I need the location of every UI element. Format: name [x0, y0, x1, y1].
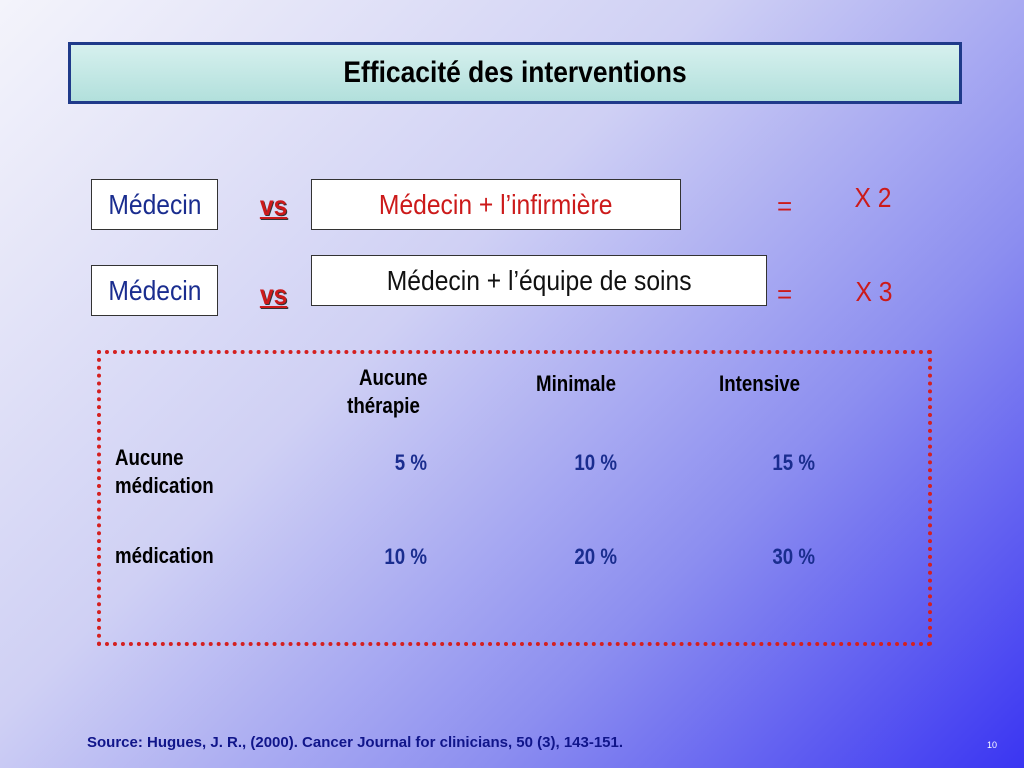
table-cell: 10 % [574, 450, 617, 475]
comparison-1-right: Médecin + l’infirmière [379, 188, 613, 220]
row-label-medication: médication [115, 543, 214, 568]
column-header-aucune-therapie: Aucune thérapie [347, 365, 428, 418]
table-cell: 20 % [574, 544, 617, 569]
comparison-2-right-box: Médecin + l’équipe de soins [311, 255, 767, 306]
table-cell: 30 % [772, 544, 815, 569]
slide-title: Efficacité des interventions [343, 56, 687, 89]
comparison-2-result: X 3 [855, 276, 893, 307]
comparison-2-equals: = [777, 279, 793, 309]
table-cell: 10 % [384, 544, 427, 569]
comparison-1-left: Médecin [107, 188, 202, 220]
comparison-2-left-box: Médecin [91, 265, 218, 316]
slide-title-box: Efficacité des interventions [68, 42, 962, 104]
comparison-1-left-box: Médecin [91, 179, 218, 230]
row-label-aucune-medication: Aucune médication [115, 445, 214, 498]
column-header-minimale: Minimale [536, 371, 617, 396]
source-citation: Source: Hugues, J. R., (2000). Cancer Jo… [87, 734, 624, 751]
column-header-intensive: Intensive [719, 371, 801, 396]
comparison-2-vs: vs [259, 279, 288, 310]
table-cell: 5 % [394, 450, 427, 475]
table-cell: 15 % [772, 450, 815, 475]
page-number: 10 [987, 740, 998, 750]
efficacy-table-frame [97, 350, 932, 646]
comparison-1-right-box: Médecin + l’infirmière [311, 179, 681, 230]
comparison-2-right: Médecin + l’équipe de soins [386, 264, 692, 296]
comparison-1-result: X 2 [854, 182, 892, 213]
comparison-1-equals: = [777, 191, 793, 221]
comparison-1-vs: vs [259, 190, 288, 221]
comparison-2-left: Médecin [107, 274, 202, 306]
